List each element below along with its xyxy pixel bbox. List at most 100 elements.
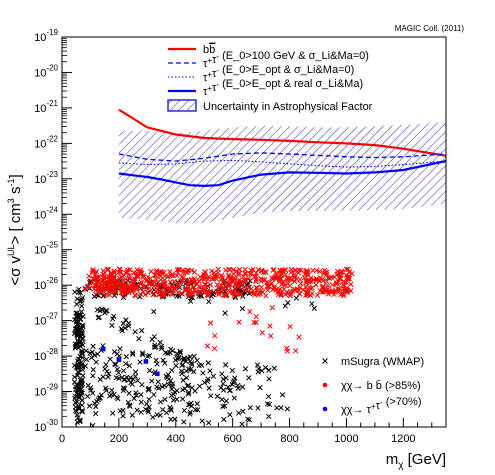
scatter-point (308, 275, 314, 281)
scatter-point (153, 344, 159, 350)
scatter-point (137, 291, 144, 297)
scatter-point (117, 275, 123, 281)
scatter-point (251, 289, 257, 296)
y-tick-label: 10-29 (34, 383, 58, 399)
scatter-point (72, 400, 78, 406)
scatter-point (113, 361, 119, 368)
y-tick-label: 10-21 (34, 99, 58, 115)
scatter-cloud (71, 266, 355, 427)
scatter-point (153, 357, 159, 363)
x-tick-label: 200 (110, 433, 128, 445)
scatter-point (202, 269, 209, 275)
scatter-point (285, 290, 291, 297)
scatter-point (139, 327, 145, 334)
scatter-point (284, 406, 291, 412)
scatter-point (94, 398, 100, 405)
scatter-point (255, 369, 261, 375)
scatter-point (90, 373, 96, 379)
scatter-point (224, 279, 230, 286)
scatter-point (227, 266, 233, 273)
blue-point (100, 346, 106, 352)
scatter-point (204, 343, 211, 349)
scatter-point (183, 368, 190, 374)
scatter-point (185, 282, 191, 289)
scatter-point (297, 284, 303, 291)
scatter-point (79, 367, 86, 373)
scatter-point (303, 283, 309, 290)
scatter-point (229, 381, 235, 388)
scatter-point (145, 387, 152, 393)
x-axis-title: mχ [GeV] (386, 451, 446, 471)
scatter-point (246, 275, 252, 282)
scatter-point (138, 409, 144, 415)
scatter-point (84, 393, 91, 399)
scatter-point (134, 377, 141, 384)
scatter-point (113, 375, 119, 381)
scatter-point (157, 268, 164, 275)
scatter-point (185, 277, 191, 283)
scatter-point (132, 369, 139, 375)
scatter-point (169, 291, 175, 298)
series-line-1 (118, 152, 446, 162)
scatter-point (130, 287, 136, 294)
scatter-point (138, 392, 144, 398)
scatter-point (79, 332, 86, 338)
scatter-point (122, 376, 128, 382)
scatter-point (221, 416, 227, 423)
y-tick-label: 10-27 (34, 312, 58, 328)
scatter-point (220, 381, 226, 387)
x-tick-label: 0 (59, 433, 65, 445)
scatter-point (177, 348, 183, 354)
scatter-point (180, 274, 186, 281)
legend-label-0: bb (203, 44, 215, 56)
scatter-point (174, 355, 180, 362)
scatter-point (75, 372, 81, 379)
scatter-point (78, 381, 85, 388)
scatter-point (157, 412, 163, 418)
scatter-point (301, 275, 308, 281)
scatter-point (103, 361, 109, 368)
scatter-point (80, 372, 86, 379)
scatter-point (104, 283, 111, 289)
scatter-point (147, 275, 154, 282)
scatter-point (201, 281, 208, 288)
scatter-point (79, 322, 86, 328)
scatter-point (205, 376, 211, 382)
scatter-point (226, 272, 232, 278)
scatter-point (254, 362, 261, 368)
scatter-point (90, 343, 96, 349)
scatter-point (95, 315, 101, 321)
scatter-point (88, 387, 94, 393)
scatter-point (138, 281, 144, 287)
scatter-point (212, 333, 218, 339)
scatter-point (83, 348, 89, 354)
scatter-point (309, 301, 315, 307)
y-tick-label: 10-30 (34, 418, 58, 434)
scatter-point (334, 280, 340, 286)
y-tick-label: 10-22 (34, 134, 58, 150)
legend-marker-tautau (322, 406, 328, 412)
scatter-point (162, 284, 168, 290)
scatter-point (218, 385, 224, 391)
scatter-point (146, 385, 152, 392)
scatter-point (110, 410, 116, 416)
y-tick-label: 10-20 (34, 63, 58, 79)
scatter-point (344, 274, 351, 280)
scatter-point (176, 282, 182, 289)
scatter-point (262, 277, 268, 283)
scatter-point (309, 284, 315, 291)
scatter-point (255, 291, 261, 298)
scatter-point (132, 292, 138, 299)
scatter-point (246, 417, 252, 423)
scatter-point (199, 418, 205, 424)
scatter-point (139, 350, 146, 356)
scatter-point (208, 268, 215, 274)
blue-point (154, 371, 160, 377)
scatter-point (313, 277, 320, 284)
scatter-point (72, 289, 78, 295)
scatter-point (233, 268, 239, 275)
scatter-point (190, 284, 196, 291)
scatter-point (251, 319, 257, 326)
scatter-point (111, 275, 117, 281)
scatter-point (187, 411, 193, 417)
